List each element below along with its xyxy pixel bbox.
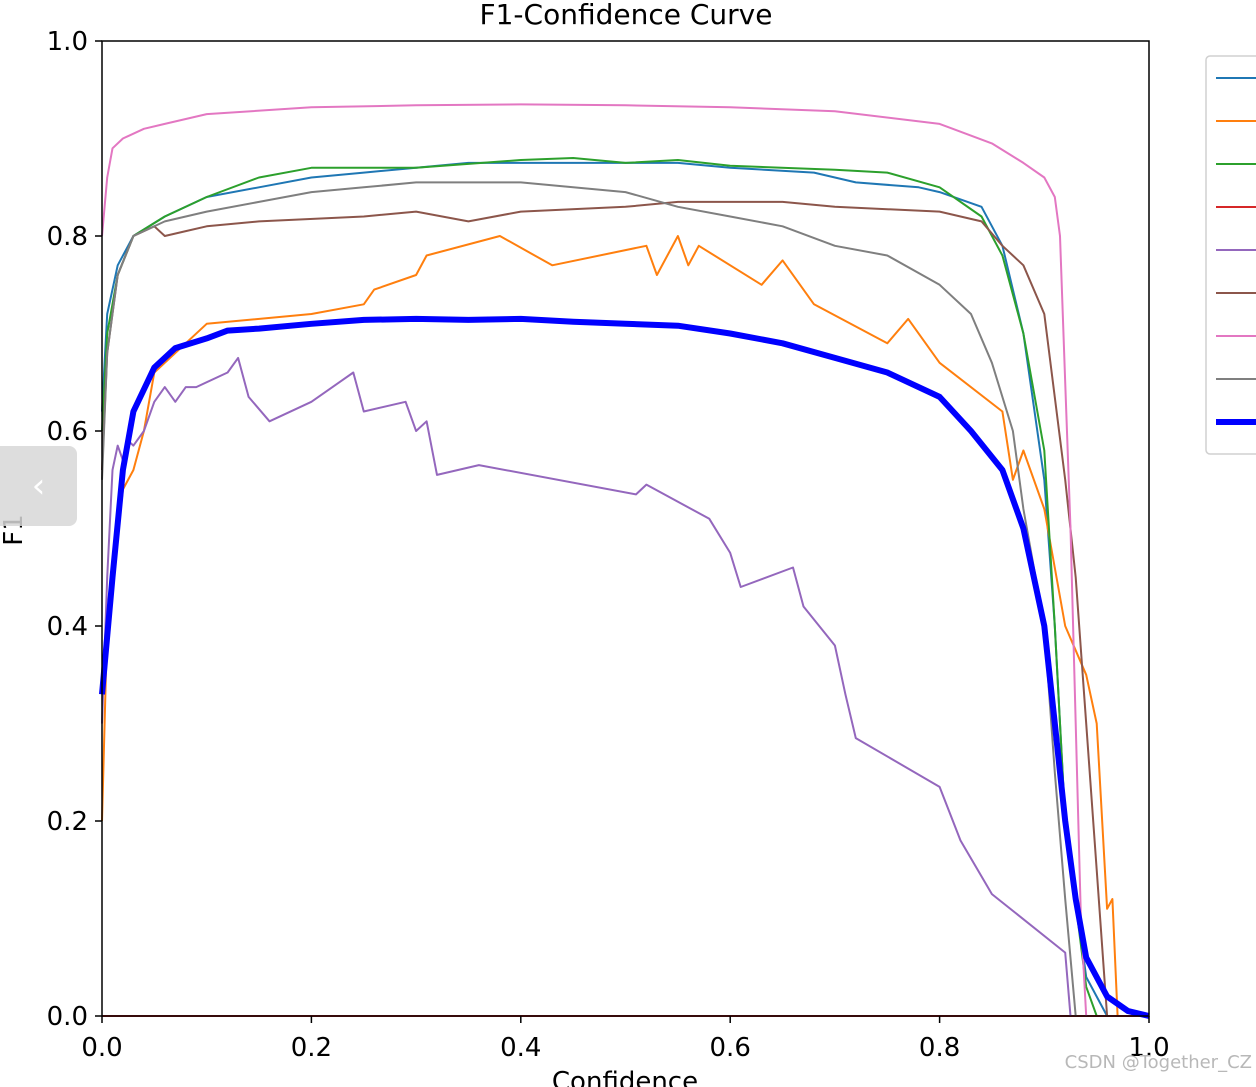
- y-tick-label: 0.6: [47, 417, 88, 447]
- ticks-layer: 0.0 0.2 0.4 0.6 0.8 1.0 0.0 0.2 0.4 0.6 0.8 1.0: [47, 27, 1170, 1063]
- legend-entries: [1216, 77, 1256, 425]
- series-line-6: [101, 200, 1109, 1017]
- x-tick-label: 1.0: [1128, 1033, 1169, 1063]
- x-tick-label: 0.8: [919, 1033, 960, 1063]
- series-line-5: [101, 356, 1072, 1017]
- legend: [1205, 55, 1256, 455]
- y-tick-label: 0.2: [47, 807, 88, 837]
- y-tick-label: 0.4: [47, 612, 88, 642]
- x-tick-label: 0.4: [500, 1033, 541, 1063]
- chart-title: F1-Confidence Curve: [480, 0, 773, 31]
- x-tick-label: 0.6: [710, 1033, 751, 1063]
- series-line-8: [101, 181, 1077, 1017]
- series-layer: [99, 103, 1150, 1019]
- y-tick-label: 0.8: [47, 222, 88, 252]
- x-axis-label: Confidence: [552, 1067, 698, 1087]
- legend-box: [1205, 55, 1256, 455]
- x-tick-label: 0.2: [291, 1033, 332, 1063]
- previous-image-button[interactable]: ‹: [0, 446, 77, 526]
- series-line-2: [101, 235, 1119, 1017]
- watermark: CSDN @Together_CZ: [1064, 1052, 1252, 1073]
- y-tick-label: 1.0: [47, 27, 88, 57]
- series-line-9: [99, 315, 1150, 1019]
- series-line-7: [101, 103, 1088, 1017]
- y-tick-label: 0.0: [47, 1002, 88, 1032]
- plot-frame: [101, 40, 1150, 1017]
- series-line-3: [101, 157, 1098, 1017]
- chevron-left-icon: ‹: [31, 466, 46, 506]
- x-tick-label: 0.0: [81, 1033, 122, 1063]
